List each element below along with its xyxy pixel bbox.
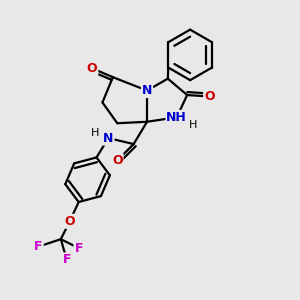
Text: N: N: [103, 132, 114, 145]
Text: N: N: [142, 84, 152, 97]
Text: F: F: [34, 240, 43, 253]
Text: O: O: [112, 154, 123, 167]
Text: O: O: [204, 90, 215, 103]
Text: NH: NH: [167, 111, 187, 124]
Text: O: O: [87, 62, 98, 75]
Text: O: O: [64, 215, 75, 228]
Text: F: F: [74, 242, 83, 255]
Text: H: H: [91, 128, 99, 138]
Text: F: F: [62, 254, 71, 266]
Text: H: H: [189, 120, 197, 130]
